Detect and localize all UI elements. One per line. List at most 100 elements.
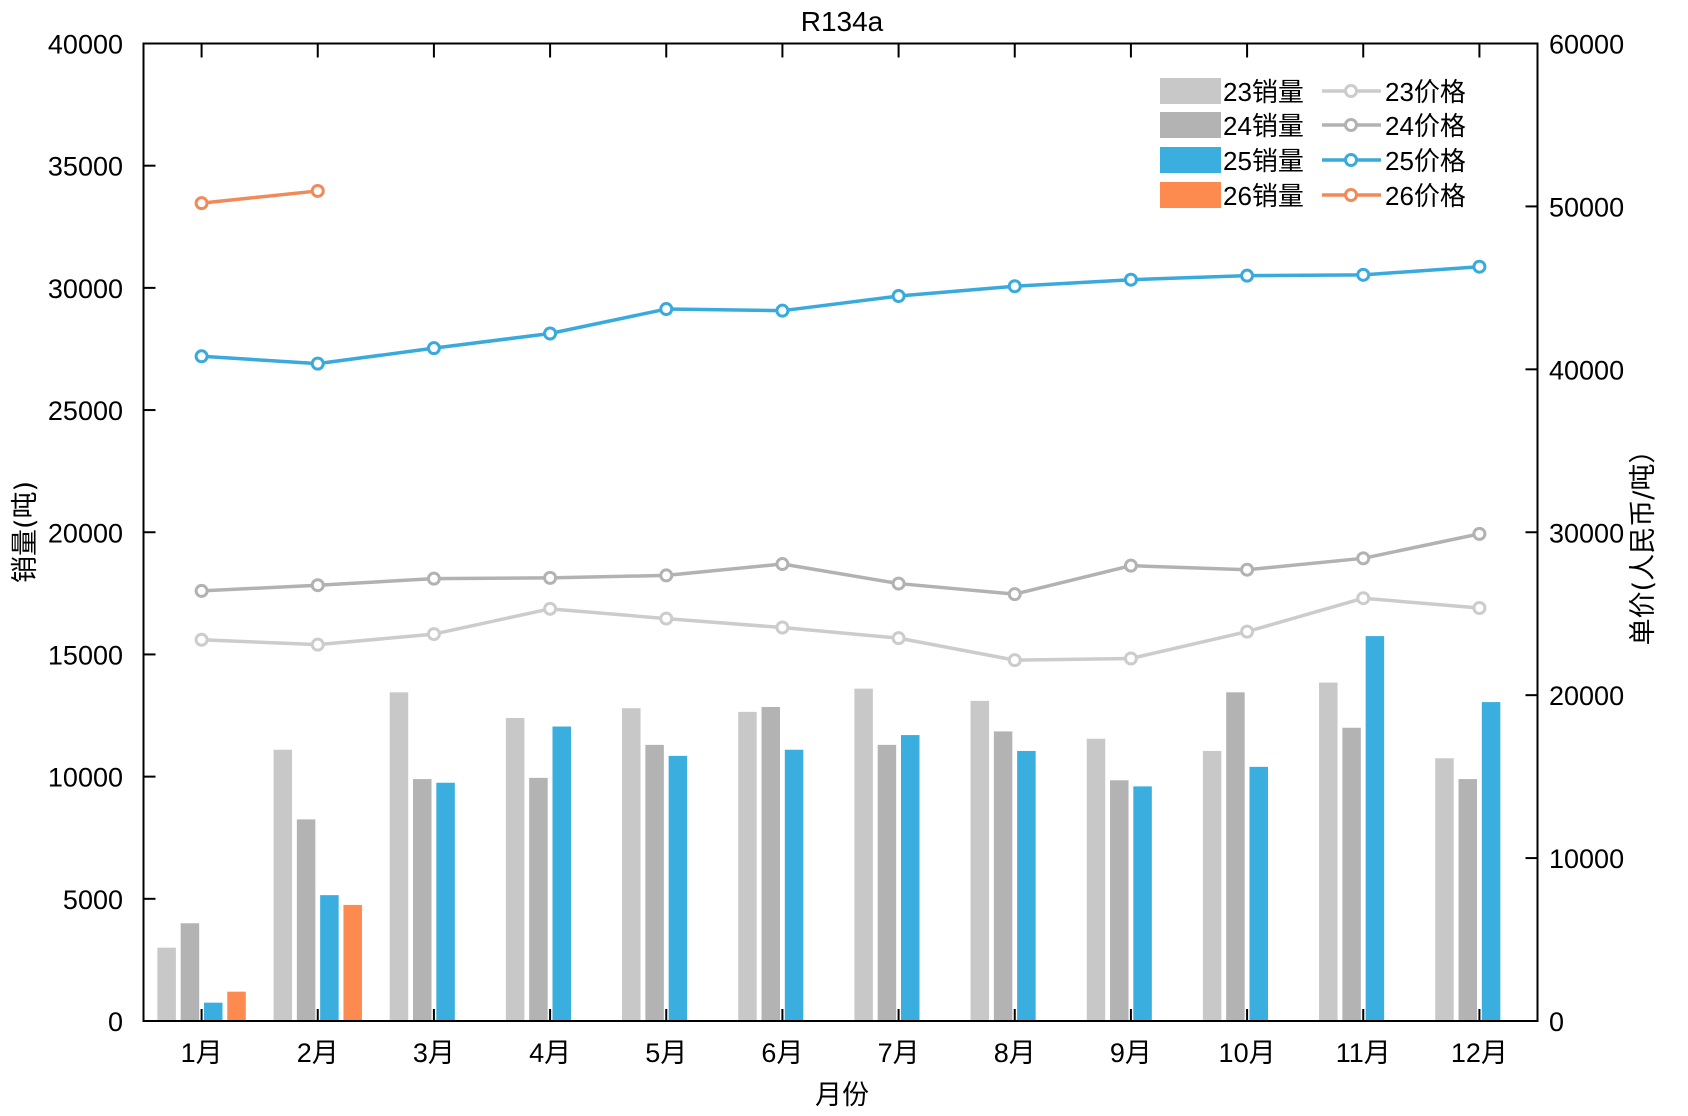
bar: [1365, 636, 1385, 1021]
bar: [1481, 702, 1501, 1021]
line-series: [194, 183, 325, 211]
bar: [738, 711, 757, 1021]
line-point: [1240, 562, 1255, 577]
legend-item: 23销量: [1160, 77, 1304, 107]
bar: [320, 895, 339, 1021]
legend-label: 25价格: [1385, 146, 1466, 176]
line-point: [426, 571, 441, 586]
legend: 23销量 24销量 25销量 26销量 23价格 24价格 25价格 26价格: [1160, 77, 1466, 211]
lines-layer: [194, 183, 1487, 668]
line-point: [1007, 587, 1022, 602]
legend-item: 23价格: [1322, 77, 1466, 107]
line-point: [659, 568, 674, 583]
y2-tick-label: 0: [1549, 1007, 1564, 1037]
x-tick-label: 6月: [761, 1038, 803, 1068]
line-series: [194, 526, 1487, 602]
y-tick-label: 0: [108, 1007, 123, 1037]
legend-label: 23销量: [1223, 77, 1304, 107]
legend-item: 24销量: [1160, 111, 1304, 141]
x-axis-title: 月份: [815, 1080, 869, 1111]
line-point: [310, 578, 325, 593]
bar: [1319, 682, 1338, 1021]
line-point: [891, 631, 906, 646]
legend-swatch: [1160, 112, 1221, 138]
line-series: [194, 259, 1487, 371]
bar: [203, 1002, 223, 1021]
series-line: [201, 532, 1480, 596]
x-tick-label: 5月: [645, 1038, 687, 1068]
legend-item: 26销量: [1160, 181, 1304, 211]
legend-item: 25价格: [1322, 146, 1466, 176]
y-axis-left: 0 5000 10000 15000 20000 25000 30000 35000 40000: [48, 30, 156, 1037]
y-axis-right-title: 单价(人民币/吨）: [1628, 437, 1659, 646]
x-tick-label: 1月: [181, 1038, 223, 1068]
line-point: [1472, 601, 1487, 616]
line-point: [543, 326, 558, 341]
line-point: [659, 302, 674, 317]
bar: [436, 782, 455, 1021]
bar: [993, 731, 1013, 1021]
y-tick-label: 5000: [63, 885, 123, 915]
chart-title: R134a: [801, 6, 884, 37]
bar: [1086, 738, 1106, 1021]
bar: [180, 923, 200, 1021]
bar: [784, 749, 804, 1021]
y-tick-label: 40000: [48, 30, 123, 60]
line-point: [310, 183, 325, 198]
bar: [761, 706, 781, 1021]
line-point: [310, 356, 325, 371]
bar: [389, 692, 409, 1021]
bar: [343, 904, 362, 1021]
bar: [273, 749, 293, 1021]
bar: [505, 717, 525, 1021]
line-point: [1240, 624, 1255, 639]
bar: [552, 726, 571, 1021]
line-point: [775, 303, 790, 318]
bar: [1342, 727, 1361, 1021]
legend-label: 25销量: [1223, 146, 1304, 176]
line-point: [194, 632, 209, 647]
line-point: [543, 601, 558, 616]
legend-swatch: [1160, 78, 1221, 104]
bar: [1226, 692, 1245, 1021]
line-point: [194, 196, 209, 211]
bar-series: [157, 682, 1454, 1021]
bar: [1133, 786, 1152, 1021]
y-tick-label: 35000: [48, 152, 123, 182]
legend-label: 24价格: [1385, 111, 1466, 141]
bar: [1435, 758, 1454, 1021]
y-tick-label: 15000: [48, 640, 123, 670]
y-tick-label: 30000: [48, 274, 123, 304]
line-point: [659, 611, 674, 626]
legend-label: 26销量: [1223, 181, 1304, 211]
legend-item: 26价格: [1322, 181, 1466, 211]
line-point: [1240, 268, 1255, 283]
bar-series: [227, 904, 362, 1021]
line-point: [1472, 259, 1487, 274]
line-point: [891, 576, 906, 591]
legend-label: 24销量: [1223, 111, 1304, 141]
x-tick-label: 2月: [297, 1038, 339, 1068]
legend-item: 24价格: [1322, 111, 1466, 141]
legend-marker: [1344, 84, 1358, 98]
x-tick-label: 10月: [1219, 1038, 1276, 1068]
line-point: [543, 570, 558, 585]
legend-marker: [1344, 153, 1358, 167]
bar: [970, 700, 990, 1021]
legend-marker: [1344, 188, 1358, 202]
legend-label: 23价格: [1385, 77, 1466, 107]
x-tick-label: 12月: [1451, 1038, 1508, 1068]
bar: [668, 755, 688, 1021]
legend-marker: [1344, 118, 1358, 132]
y2-tick-label: 40000: [1549, 355, 1624, 385]
line-point: [426, 341, 441, 356]
line-point: [775, 557, 790, 572]
legend-swatch: [1160, 182, 1221, 208]
line-point: [891, 289, 906, 304]
line-point: [1356, 591, 1371, 606]
y2-tick-label: 60000: [1549, 30, 1624, 60]
bar: [645, 744, 664, 1021]
bar: [529, 777, 548, 1021]
bar: [413, 779, 432, 1021]
